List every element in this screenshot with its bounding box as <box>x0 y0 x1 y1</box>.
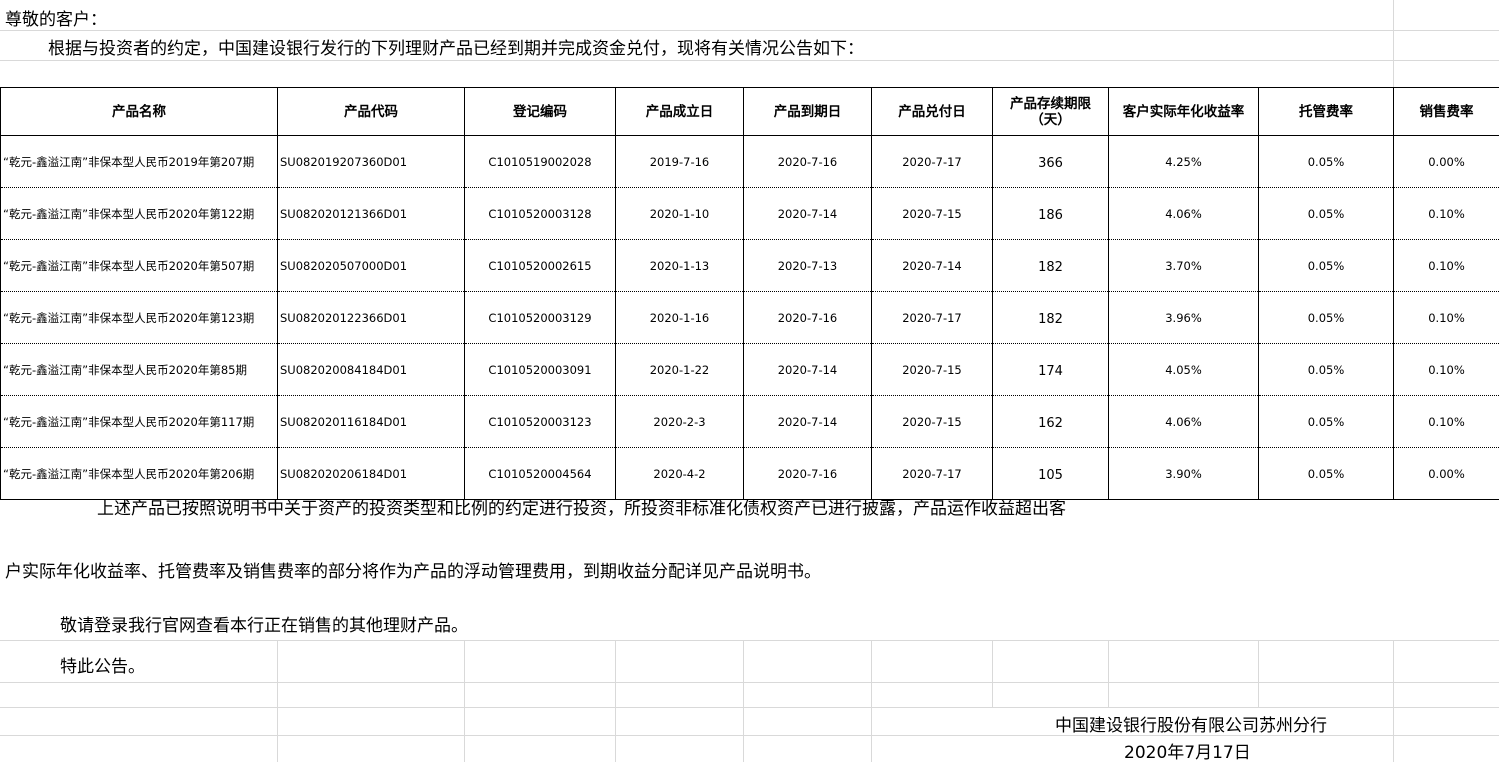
table-cell: 3.70% <box>1109 240 1259 292</box>
greeting: 尊敬的客户： <box>5 5 107 30</box>
table-cell: 3.96% <box>1109 292 1259 344</box>
table-cell: C1010520003123 <box>465 396 616 448</box>
column-header: 产品存续期限（天） <box>993 88 1109 136</box>
paragraph-1-line-2: 户实际年化收益率、托管费率及销售费率的部分将作为产品的浮动管理费用，到期收益分配… <box>5 557 821 582</box>
table-cell: C1010520003128 <box>465 188 616 240</box>
table-cell: “乾元-鑫溢江南”非保本型人民币2020年第123期 <box>1 292 278 344</box>
column-header: 托管费率 <box>1259 88 1394 136</box>
table-cell: 0.05% <box>1259 448 1394 500</box>
table-cell: 182 <box>993 240 1109 292</box>
table-cell: 2020-7-15 <box>872 344 993 396</box>
table-cell: 2020-7-15 <box>872 188 993 240</box>
table-cell: 0.05% <box>1259 344 1394 396</box>
table-cell: 2020-7-15 <box>872 396 993 448</box>
table-cell: 0.00% <box>1394 448 1499 500</box>
table-cell: “乾元-鑫溢江南”非保本型人民币2020年第117期 <box>1 396 278 448</box>
table-cell: 0.05% <box>1259 188 1394 240</box>
table-cell: “乾元-鑫溢江南”非保本型人民币2020年第206期 <box>1 448 278 500</box>
table-cell: 2020-7-16 <box>744 292 872 344</box>
table-cell: 186 <box>993 188 1109 240</box>
table-cell: 2020-7-14 <box>744 188 872 240</box>
table-cell: 2020-7-14 <box>744 396 872 448</box>
table-cell: 2020-7-17 <box>872 448 993 500</box>
column-header: 产品代码 <box>278 88 465 136</box>
table-cell: 182 <box>993 292 1109 344</box>
table-cell: 0.10% <box>1394 240 1499 292</box>
table-cell: 0.05% <box>1259 292 1394 344</box>
column-header: 产品到期日 <box>744 88 872 136</box>
table-cell: C1010520004564 <box>465 448 616 500</box>
table-cell: 2020-1-10 <box>616 188 744 240</box>
table-cell: 2020-7-16 <box>744 136 872 188</box>
table-cell: SU082020116184D01 <box>278 396 465 448</box>
table-cell: 4.06% <box>1109 396 1259 448</box>
table-cell: SU082019207360D01 <box>278 136 465 188</box>
column-header: 登记编码 <box>465 88 616 136</box>
column-header: 销售费率 <box>1394 88 1499 136</box>
table-cell: 0.05% <box>1259 240 1394 292</box>
table-header-row: 产品名称产品代码登记编码产品成立日产品到期日产品兑付日产品存续期限（天）客户实际… <box>1 88 1499 136</box>
table-cell: SU082020121366D01 <box>278 188 465 240</box>
table-cell: C1010519002028 <box>465 136 616 188</box>
table-cell: SU082020084184D01 <box>278 344 465 396</box>
table-cell: 2020-7-13 <box>744 240 872 292</box>
table-cell: 4.25% <box>1109 136 1259 188</box>
table-cell: “乾元-鑫溢江南”非保本型人民币2020年第122期 <box>1 188 278 240</box>
table-cell: C1010520003091 <box>465 344 616 396</box>
table-cell: 0.10% <box>1394 344 1499 396</box>
table-cell: 3.90% <box>1109 448 1259 500</box>
table-cell: “乾元-鑫溢江南”非保本型人民币2020年第85期 <box>1 344 278 396</box>
column-header: 客户实际年化收益率 <box>1109 88 1259 136</box>
table-cell: 2020-7-17 <box>872 292 993 344</box>
table-cell: 0.00% <box>1394 136 1499 188</box>
table-cell: 105 <box>993 448 1109 500</box>
table-cell: C1010520003129 <box>465 292 616 344</box>
table-cell: 0.05% <box>1259 396 1394 448</box>
table-cell: 162 <box>993 396 1109 448</box>
table-cell: 4.06% <box>1109 188 1259 240</box>
table-cell: “乾元-鑫溢江南”非保本型人民币2020年第507期 <box>1 240 278 292</box>
table-cell: 366 <box>993 136 1109 188</box>
column-header: 产品成立日 <box>616 88 744 136</box>
table-cell: “乾元-鑫溢江南”非保本型人民币2019年第207期 <box>1 136 278 188</box>
table-cell: 0.05% <box>1259 136 1394 188</box>
table-cell: 2020-4-2 <box>616 448 744 500</box>
table-cell: 0.10% <box>1394 188 1499 240</box>
column-header: 产品兑付日 <box>872 88 993 136</box>
signature: 中国建设银行股份有限公司苏州分行 <box>1055 711 1327 736</box>
paragraph-3: 特此公告。 <box>60 652 145 677</box>
table-cell: 2020-1-16 <box>616 292 744 344</box>
table-cell: 0.10% <box>1394 396 1499 448</box>
product-table: 产品名称产品代码登记编码产品成立日产品到期日产品兑付日产品存续期限（天）客户实际… <box>0 87 1499 500</box>
paragraph-2: 敬请登录我行官网查看本行正在销售的其他理财产品。 <box>60 611 468 636</box>
table-cell: 2020-1-13 <box>616 240 744 292</box>
table-cell: 2020-7-16 <box>744 448 872 500</box>
table-cell: 2020-7-14 <box>872 240 993 292</box>
table-cell: 0.10% <box>1394 292 1499 344</box>
table-cell: 2020-7-17 <box>872 136 993 188</box>
table-cell: 2020-1-22 <box>616 344 744 396</box>
table-cell: 174 <box>993 344 1109 396</box>
table-cell: SU082020507000D01 <box>278 240 465 292</box>
column-header: 产品名称 <box>1 88 278 136</box>
table-cell: SU082020206184D01 <box>278 448 465 500</box>
table-cell: SU082020122366D01 <box>278 292 465 344</box>
table-cell: 2020-7-14 <box>744 344 872 396</box>
table-cell: 4.05% <box>1109 344 1259 396</box>
date: 2020年7月17日 <box>1124 738 1251 763</box>
table-cell: 2020-2-3 <box>616 396 744 448</box>
paragraph-1-line-1: 上述产品已按照说明书中关于资产的投资类型和比例的约定进行投资，所投资非标准化债权… <box>97 494 1066 519</box>
table-cell: 2019-7-16 <box>616 136 744 188</box>
intro-text: 根据与投资者的约定，中国建设银行发行的下列理财产品已经到期并完成资金兑付，现将有… <box>48 34 864 59</box>
table-cell: C1010520002615 <box>465 240 616 292</box>
